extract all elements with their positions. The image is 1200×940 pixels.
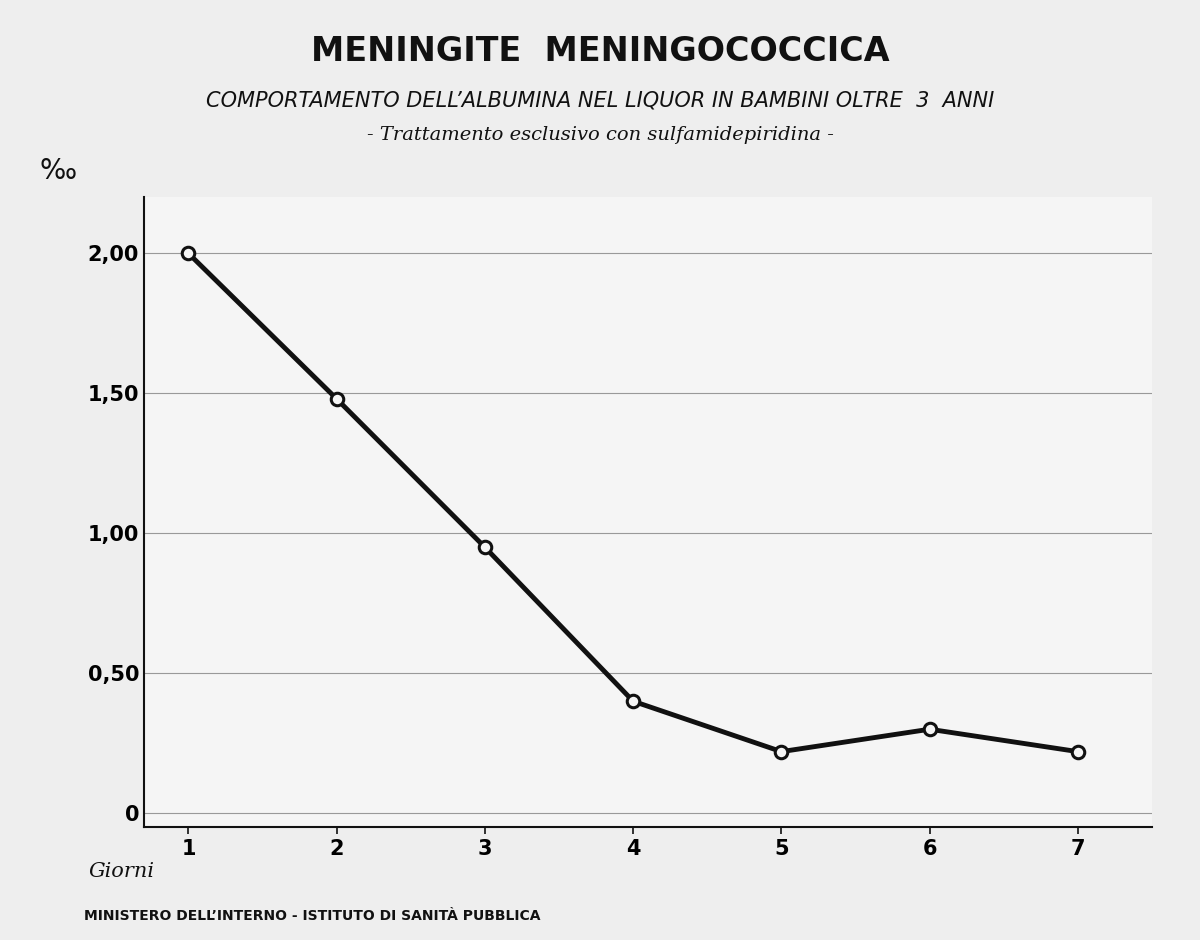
Text: - Trattamento esclusivo con sulfamidepiridina -: - Trattamento esclusivo con sulfamidepir… <box>366 126 834 145</box>
Text: Giorni: Giorni <box>89 862 155 881</box>
Text: COMPORTAMENTO DELL’ALBUMINA NEL LIQUOR IN BAMBINI OLTRE  3  ANNI: COMPORTAMENTO DELL’ALBUMINA NEL LIQUOR I… <box>206 90 994 111</box>
Text: ‰: ‰ <box>40 157 77 185</box>
Text: MINISTERO DELL’INTERNO - ISTITUTO DI SANITÀ PUBBLICA: MINISTERO DELL’INTERNO - ISTITUTO DI SAN… <box>84 910 540 923</box>
Text: MENINGITE  MENINGOCOCCICA: MENINGITE MENINGOCOCCICA <box>311 35 889 69</box>
